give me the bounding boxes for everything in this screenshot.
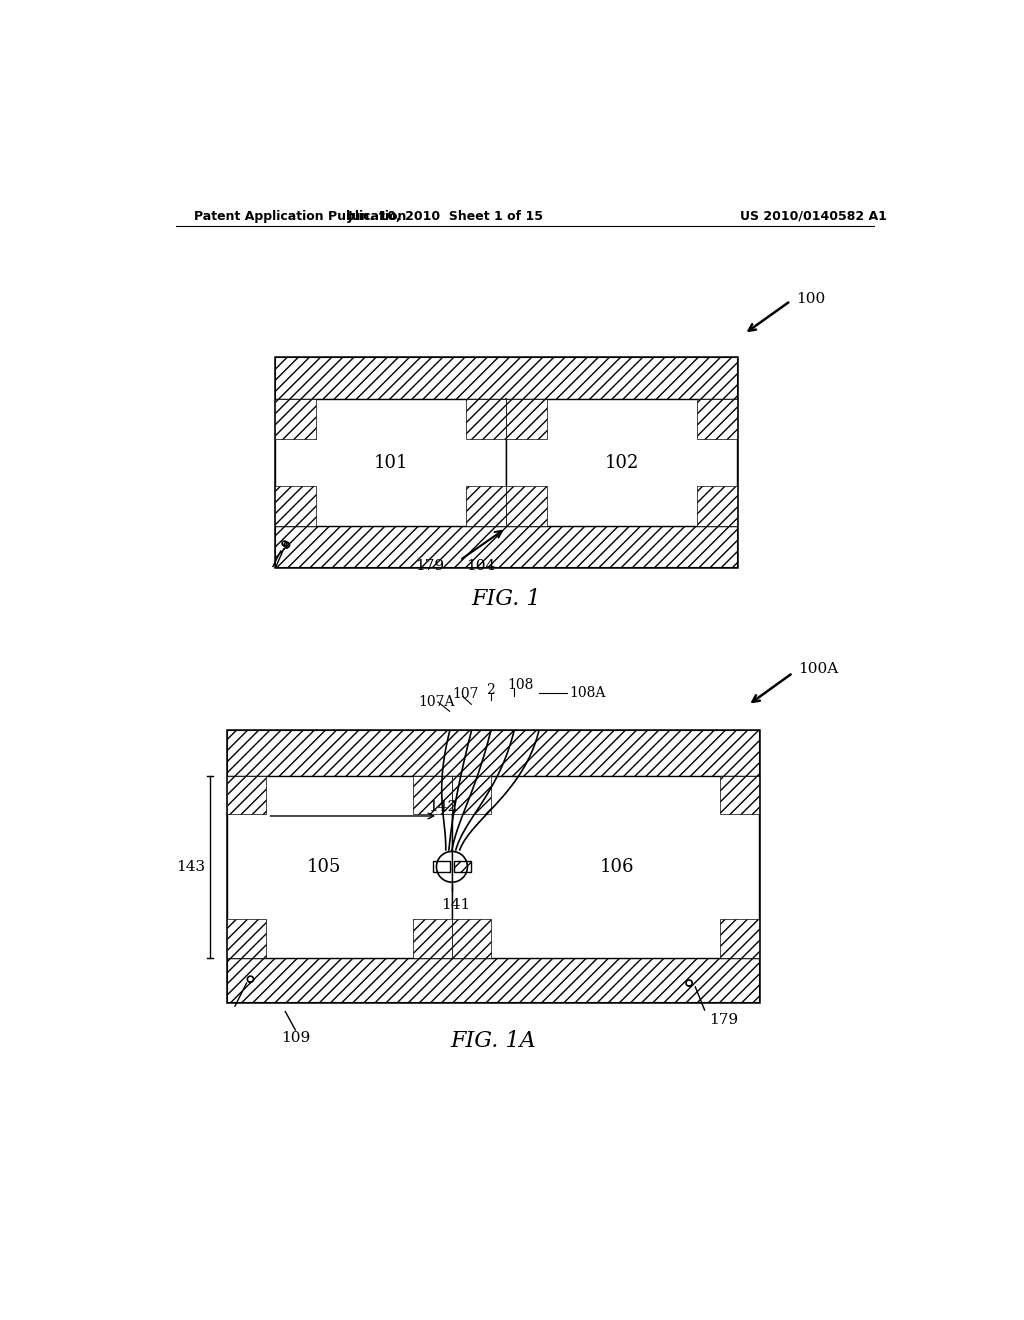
Bar bbox=[275, 487, 315, 527]
Bar bbox=[697, 400, 737, 440]
Bar bbox=[227, 730, 759, 1002]
Text: 100A: 100A bbox=[799, 661, 839, 676]
Bar bbox=[720, 776, 759, 814]
Text: 2: 2 bbox=[486, 682, 495, 697]
Text: 105: 105 bbox=[307, 858, 341, 875]
Bar bbox=[414, 919, 452, 958]
Bar bbox=[506, 400, 737, 527]
Text: Jun. 10, 2010  Sheet 1 of 15: Jun. 10, 2010 Sheet 1 of 15 bbox=[348, 210, 544, 223]
Text: 141: 141 bbox=[441, 898, 470, 912]
Bar bbox=[227, 776, 452, 958]
Bar bbox=[720, 919, 759, 958]
Text: 143: 143 bbox=[176, 859, 206, 874]
Text: 179: 179 bbox=[415, 560, 443, 573]
Text: 101: 101 bbox=[374, 454, 408, 473]
Text: 107A: 107A bbox=[419, 696, 455, 709]
Bar bbox=[697, 487, 737, 527]
Bar bbox=[433, 862, 451, 873]
Bar bbox=[452, 919, 490, 958]
Text: Patent Application Publication: Patent Application Publication bbox=[194, 210, 407, 223]
Bar bbox=[466, 400, 506, 440]
Bar bbox=[227, 919, 266, 958]
Text: 102: 102 bbox=[604, 454, 639, 473]
Bar bbox=[452, 776, 759, 958]
Text: 104: 104 bbox=[466, 560, 496, 573]
Bar bbox=[275, 358, 737, 400]
Bar bbox=[506, 400, 547, 440]
Bar bbox=[452, 776, 490, 814]
Text: 142: 142 bbox=[428, 800, 458, 813]
Text: 100: 100 bbox=[796, 292, 825, 305]
Text: 108A: 108A bbox=[569, 686, 606, 700]
Text: 109: 109 bbox=[281, 1031, 310, 1044]
Bar bbox=[414, 776, 452, 814]
Bar bbox=[227, 958, 759, 1002]
Bar bbox=[227, 730, 759, 776]
Text: US 2010/0140582 A1: US 2010/0140582 A1 bbox=[740, 210, 887, 223]
Text: 108: 108 bbox=[508, 678, 535, 692]
Bar bbox=[466, 487, 506, 527]
Text: 106: 106 bbox=[600, 858, 634, 875]
Bar bbox=[275, 527, 737, 566]
Bar bbox=[506, 487, 547, 527]
Bar bbox=[275, 400, 315, 440]
Bar bbox=[454, 862, 471, 873]
Text: 107: 107 bbox=[452, 688, 478, 701]
Bar bbox=[275, 400, 506, 527]
Text: FIG. 1A: FIG. 1A bbox=[451, 1030, 536, 1052]
Bar bbox=[227, 776, 266, 814]
Text: 179: 179 bbox=[710, 1012, 738, 1027]
Bar bbox=[275, 358, 737, 566]
Text: FIG. 1: FIG. 1 bbox=[471, 587, 541, 610]
